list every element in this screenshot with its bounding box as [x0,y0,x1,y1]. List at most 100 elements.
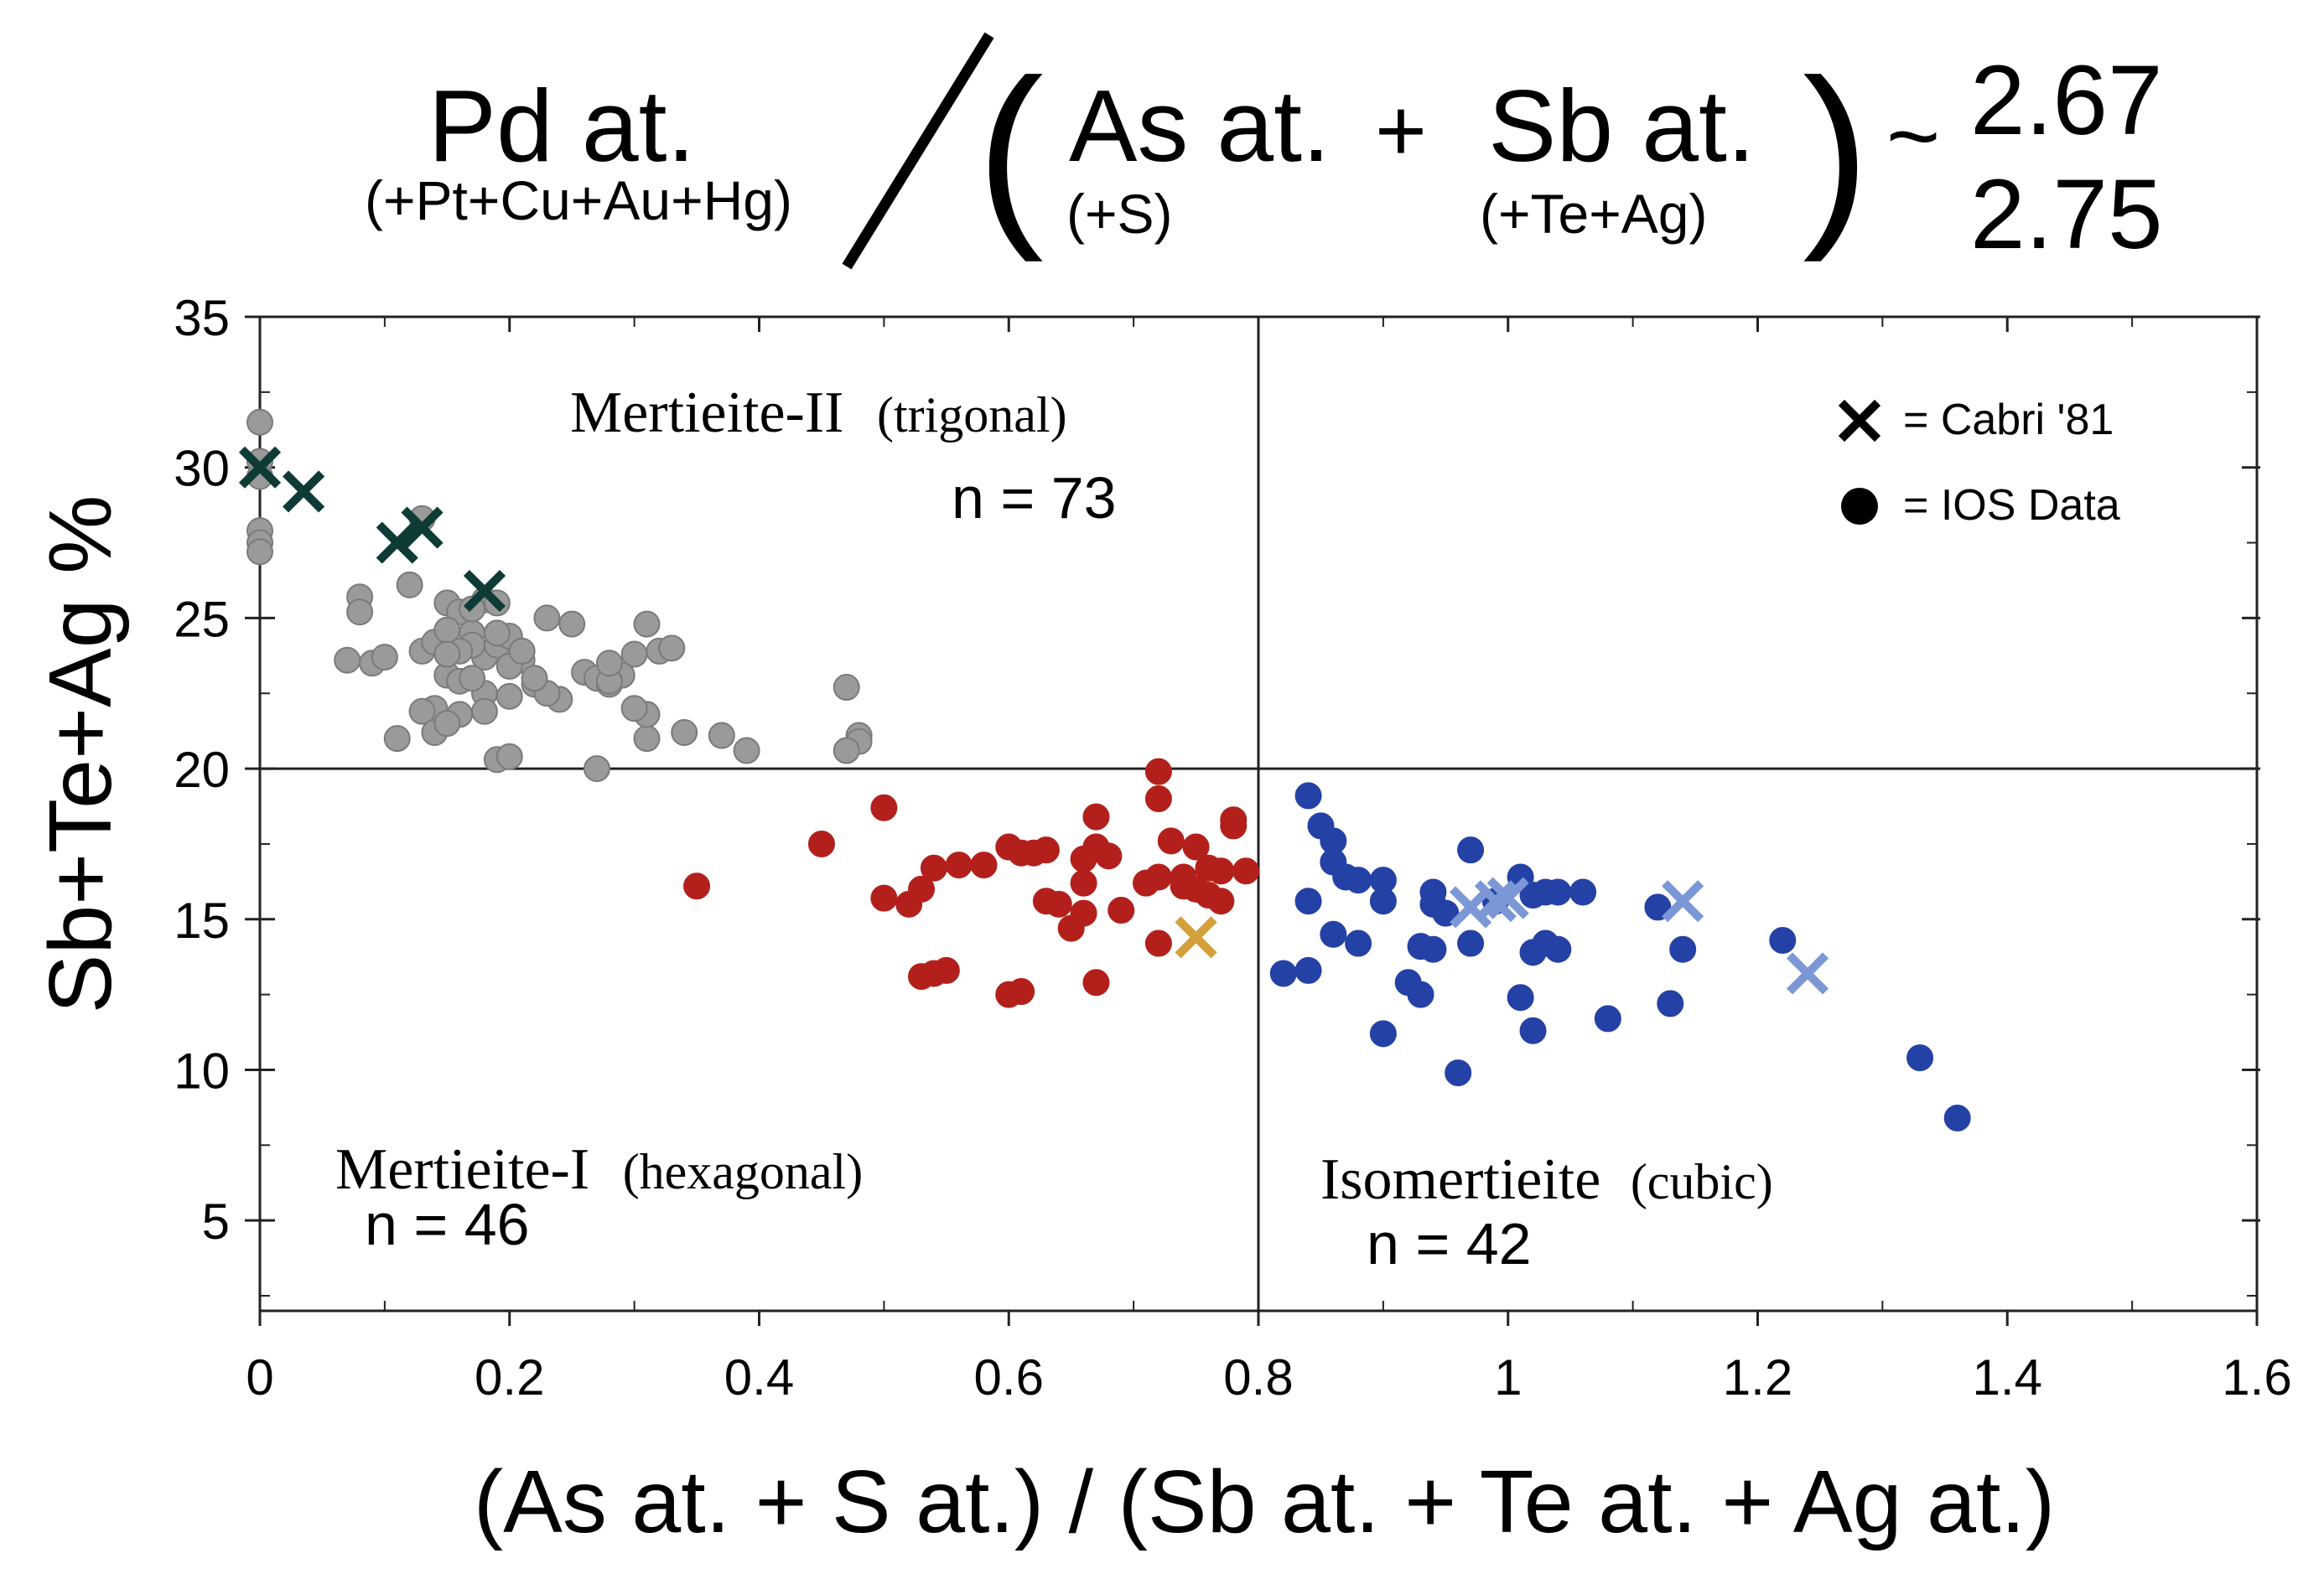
x-tick-label: 1.6 [2222,1349,2291,1406]
data-points [238,408,1971,1131]
formula-approx: ~ [1886,85,1940,188]
y-tick-label: 5 [202,1193,230,1250]
formula-open-paren: ( [977,38,1044,262]
data-point [1594,1005,1621,1033]
svg-text:Mertieite-I (hexagonal): Mertieite-I (hexagonal) [335,1137,863,1202]
data-point [1345,929,1372,957]
data-point [1144,758,1172,785]
formula-term1-sub: (+S) [1066,183,1173,245]
formula-ratio-top: 2.67 [1970,45,2163,156]
annotation-isomertieite: Isomertieite (cubic) n = 42 [1320,1147,1773,1276]
x-tick-label: 0.2 [475,1349,544,1406]
data-point [583,755,610,783]
y-tick-label: 20 [174,742,230,798]
y-tick-label: 25 [174,591,230,647]
data-point [1182,833,1210,861]
data-point [433,640,461,668]
data-point [671,718,698,746]
svg-text:Isomertieite (cubic): Isomertieite (cubic) [1320,1147,1773,1212]
annotation-isomertieite-name: Isomertieite [1320,1147,1600,1212]
formula-ratio-bottom: 2.75 [1970,159,2163,270]
data-point [1432,899,1460,927]
formula-division-slash [842,32,994,270]
formula-numerator: Pd at. [428,69,696,183]
data-point-cross [1662,880,1704,923]
legend-ios-label: = IOS Data [1903,481,2120,530]
data-point [870,884,898,912]
data-point [1144,929,1172,957]
x-tick-label: 0.8 [1223,1349,1293,1406]
formula-term2: Sb at. [1488,69,1756,183]
data-point [895,890,923,918]
data-point [558,610,586,638]
data-point-cross [376,521,418,564]
data-point [620,695,648,722]
data-point [508,637,536,665]
data-point [633,725,661,753]
data-point [1144,863,1172,891]
data-point-cross [238,446,282,489]
data-point [1320,920,1347,948]
data-point [908,963,936,991]
svg-text:Mertieite-II (trigonal): Mertieite-II (trigonal) [570,381,1067,445]
formula-plus: + [1375,81,1427,180]
y-axis-tick-labels: 5 10 15 20 25 30 35 [174,290,230,1250]
data-point [1070,899,1097,927]
data-point [371,644,398,671]
data-point [246,408,273,436]
annotation-mertieite-ii: Mertieite-II (trigonal) n = 73 [570,381,1117,531]
annotation-mertieite-i-detail: (hexagonal) [623,1144,864,1199]
annotation-mertieite-i: Mertieite-I (hexagonal) n = 46 [335,1137,863,1257]
data-point [1419,935,1447,963]
data-point [433,710,461,738]
data-point-cross [1175,916,1217,959]
data-point [920,854,947,882]
data-point [1082,803,1110,831]
data-point [945,852,973,879]
x-tick-label: 1.4 [1973,1349,2042,1406]
x-tick-label: 0.6 [974,1349,1044,1406]
data-point [459,665,486,692]
legend-cabri-label: = Cabri '81 [1903,396,2114,444]
data-point [708,722,735,749]
data-point [1294,782,1322,810]
data-point [1170,863,1197,891]
annotation-mertieite-ii-detail: (trigonal) [877,387,1067,443]
data-point [658,634,686,662]
data-point [1544,878,1572,906]
annotation-mertieite-ii-count: n = 73 [952,465,1117,531]
y-tick-label: 15 [174,893,230,949]
data-point [1108,897,1135,924]
data-point [1294,956,1322,984]
data-point [346,598,374,626]
data-point [1369,888,1397,915]
data-point [1070,869,1097,897]
data-point [1144,785,1172,813]
data-point-cross [401,506,444,549]
x-axis-label: (As at. + S at.) / (Sb at. + Te at. + Ag… [474,1452,2055,1551]
data-point [483,619,511,647]
data-point [1457,836,1485,864]
data-point [1232,857,1260,885]
legend: = Cabri '81 = IOS Data [1838,396,2120,530]
data-point [1032,836,1060,864]
data-point [833,674,860,702]
annotation-mertieite-ii-name: Mertieite-II [570,381,843,445]
legend-circle-icon [1841,488,1878,525]
data-point [1906,1044,1934,1072]
data-point [1345,867,1372,894]
data-point [495,682,523,710]
data-point [970,852,998,879]
data-point [1507,984,1534,1012]
data-point [396,571,423,598]
formula-close-paren: ) [1803,38,1870,262]
data-point [246,538,273,566]
data-point [1569,878,1597,906]
data-point [1457,929,1485,957]
legend-x-icon [1838,399,1881,443]
data-point [433,616,461,644]
data-point [521,665,548,692]
annotation-isomertieite-count: n = 42 [1367,1211,1532,1276]
data-point [1095,842,1123,870]
